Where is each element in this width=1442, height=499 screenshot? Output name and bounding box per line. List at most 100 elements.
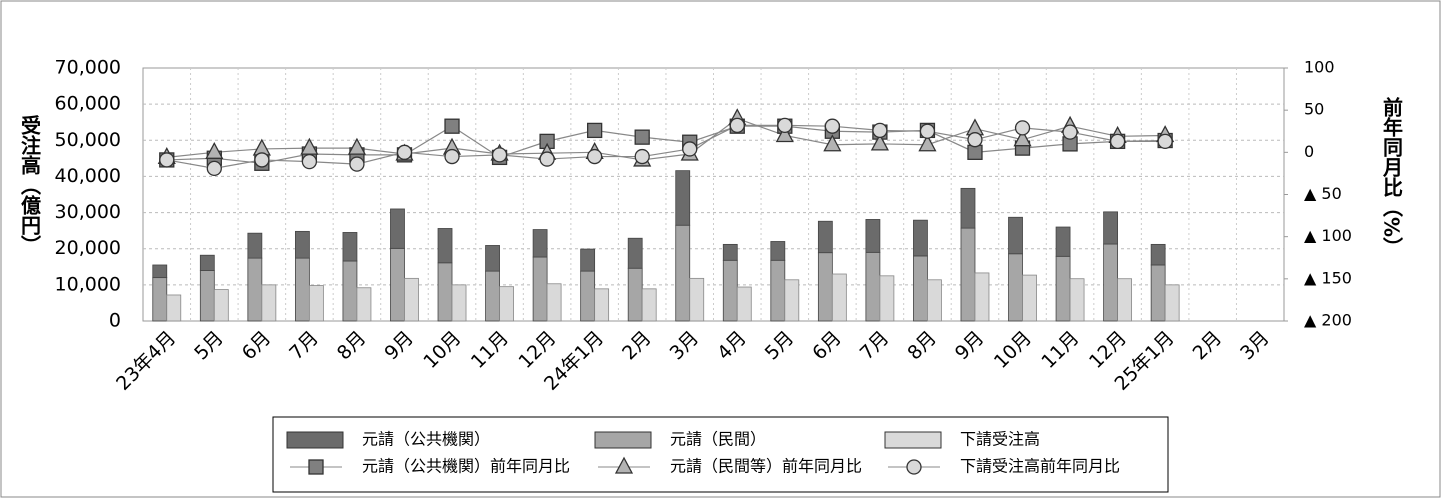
bar-segment: [1103, 211, 1119, 245]
bar-segment: [390, 247, 405, 322]
y2-tick-label: 0: [1304, 142, 1314, 161]
bar-segment: [1103, 243, 1119, 322]
bar: [1117, 278, 1133, 322]
marker: [777, 117, 793, 133]
marker: [444, 118, 460, 134]
y-tick-label: 0: [109, 310, 121, 332]
y-tick-label: 70,000: [55, 57, 121, 79]
marker: [1062, 124, 1078, 140]
marker: [349, 156, 365, 172]
bar-segment: [247, 232, 263, 259]
marker: [1109, 133, 1126, 150]
legend-label: 元請（民間等）前年同月比: [670, 457, 862, 476]
bar-segment: [1055, 255, 1071, 322]
y-tick-label: 20,000: [55, 237, 121, 259]
bar-segment: [675, 224, 691, 322]
marker: [308, 459, 324, 475]
bar-segment: [1008, 253, 1023, 322]
bar: [404, 277, 419, 322]
bar-segment: [485, 245, 500, 272]
bar-segment: [770, 259, 786, 322]
bar: [451, 284, 467, 322]
y-tick-label: 60,000: [55, 93, 121, 115]
legend-label: 下請受注高: [960, 430, 1040, 449]
marker: [729, 117, 745, 133]
bar: [308, 285, 324, 322]
bar: [641, 288, 657, 322]
y-tick-label: 10,000: [55, 273, 121, 295]
y2-tick-label: 50: [1304, 100, 1324, 119]
marker: [1013, 129, 1032, 147]
legend-label: 元請（公共機関）前年同月比: [362, 457, 570, 476]
bar-segment: [485, 270, 500, 322]
bar-segment: [960, 187, 976, 229]
bar-segment: [865, 251, 881, 322]
bar-segment: [722, 243, 738, 261]
bar: [1069, 278, 1085, 322]
bar-segment: [1150, 264, 1166, 322]
marker: [396, 144, 413, 160]
bar: [213, 289, 229, 322]
legend-swatch: [286, 431, 344, 449]
y2-tick-label: 100: [1304, 58, 1335, 77]
legend-label: 元請（公共機関）: [362, 430, 490, 449]
marker: [634, 129, 650, 145]
bar: [927, 279, 942, 322]
marker: [775, 125, 794, 143]
bar-segment: [437, 262, 453, 322]
marker: [206, 160, 222, 177]
y2-tick-label: ▲ 150: [1304, 268, 1352, 287]
marker: [444, 148, 460, 165]
marker: [254, 152, 270, 168]
bar-segment: [437, 228, 453, 264]
bar-segment: [913, 219, 928, 257]
bar-segment: [199, 254, 215, 271]
marker: [906, 459, 922, 475]
bar: [1164, 284, 1180, 322]
marker: [539, 151, 555, 167]
bar-segment: [817, 220, 833, 254]
bar: [831, 273, 847, 322]
bar: [166, 294, 182, 322]
y-tick-label: 50,000: [55, 129, 121, 151]
bar-segment: [1055, 226, 1071, 257]
bar: [736, 286, 752, 322]
marker: [870, 133, 889, 151]
line: [166, 124, 1166, 169]
marker: [1014, 120, 1031, 136]
legend-swatch: [594, 431, 652, 449]
bar-segment: [294, 257, 310, 322]
bar-segment: [342, 260, 358, 322]
bar: [499, 286, 514, 322]
bar-segment: [865, 219, 881, 253]
bar-segment: [294, 230, 310, 259]
marker: [614, 456, 634, 474]
bar-segment: [817, 252, 833, 322]
bar: [1022, 274, 1037, 322]
y-tick-label: 40,000: [55, 165, 121, 187]
marker: [205, 141, 224, 159]
marker: [347, 137, 367, 155]
marker: [967, 132, 983, 148]
legend-swatch: [884, 431, 942, 449]
bar-segment: [152, 277, 168, 322]
marker: [872, 122, 888, 139]
y2-tick-label: ▲ 50: [1304, 184, 1342, 203]
marker: [586, 122, 603, 139]
y2-tick-label: ▲ 100: [1304, 226, 1352, 245]
legend-label: 元請（民間）: [670, 430, 766, 449]
bar: [974, 272, 990, 322]
bar-segment: [532, 229, 548, 258]
bar-segment: [960, 227, 976, 322]
marker: [491, 147, 508, 163]
y2-tick-label: ▲ 200: [1304, 311, 1352, 330]
bar-segment: [913, 255, 928, 322]
bar: [356, 287, 372, 322]
bar-segment: [199, 269, 215, 322]
bar-segment: [152, 264, 168, 279]
bar-segment: [342, 232, 358, 262]
marker: [159, 152, 175, 168]
bar: [546, 283, 562, 322]
legend: [272, 416, 1169, 493]
